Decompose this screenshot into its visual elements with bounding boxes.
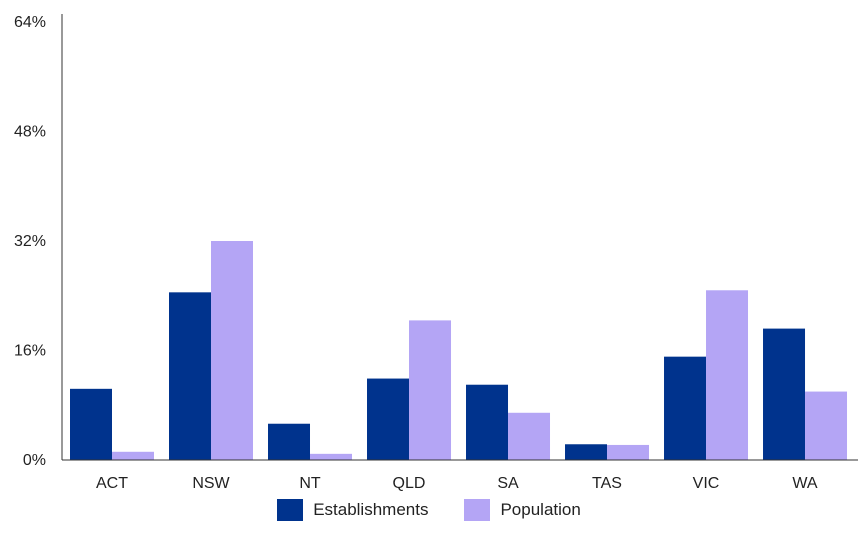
- bar-population-wa: [805, 391, 848, 460]
- x-tick-label: TAS: [592, 475, 622, 492]
- bar-establishments-wa: [763, 328, 806, 460]
- x-tick-label: NSW: [192, 475, 230, 492]
- bar-establishments-nsw: [169, 292, 212, 460]
- x-tick-label: WA: [792, 475, 818, 492]
- legend-item-population: Population: [464, 499, 581, 521]
- bar-population-vic: [706, 290, 749, 460]
- legend-swatch-population: [464, 499, 491, 521]
- bar-establishments-act: [70, 388, 112, 460]
- bar-population-nsw: [211, 241, 254, 460]
- y-tick-label: 48%: [14, 124, 46, 141]
- bar-establishments-vic: [664, 356, 707, 460]
- y-tick-label: 64%: [14, 14, 46, 31]
- bar-establishments-sa: [466, 384, 509, 460]
- bar-establishments-nt: [268, 423, 311, 460]
- x-tick-label: NT: [299, 475, 321, 492]
- legend-swatch-establishments: [277, 499, 304, 521]
- y-tick-label: 32%: [14, 233, 46, 250]
- bar-population-tas: [607, 444, 650, 460]
- y-tick-label: 0%: [23, 452, 46, 469]
- bar-establishments-qld: [367, 378, 410, 460]
- y-tick-label: 16%: [14, 343, 46, 360]
- bar-population-sa: [508, 412, 551, 460]
- bar-population-act: [112, 451, 154, 460]
- legend-label-establishments: Establishments: [313, 500, 429, 519]
- bar-population-nt: [310, 453, 353, 460]
- x-tick-label: QLD: [393, 475, 426, 492]
- x-tick-label: ACT: [96, 475, 128, 492]
- bar-population-qld: [409, 320, 452, 460]
- bar-establishments-tas: [565, 444, 608, 460]
- legend-label-population: Population: [500, 500, 581, 519]
- legend-item-establishments: Establishments: [277, 499, 428, 521]
- legend: Establishments Population: [0, 499, 858, 521]
- x-tick-label: VIC: [693, 475, 720, 492]
- x-tick-label: SA: [497, 475, 519, 492]
